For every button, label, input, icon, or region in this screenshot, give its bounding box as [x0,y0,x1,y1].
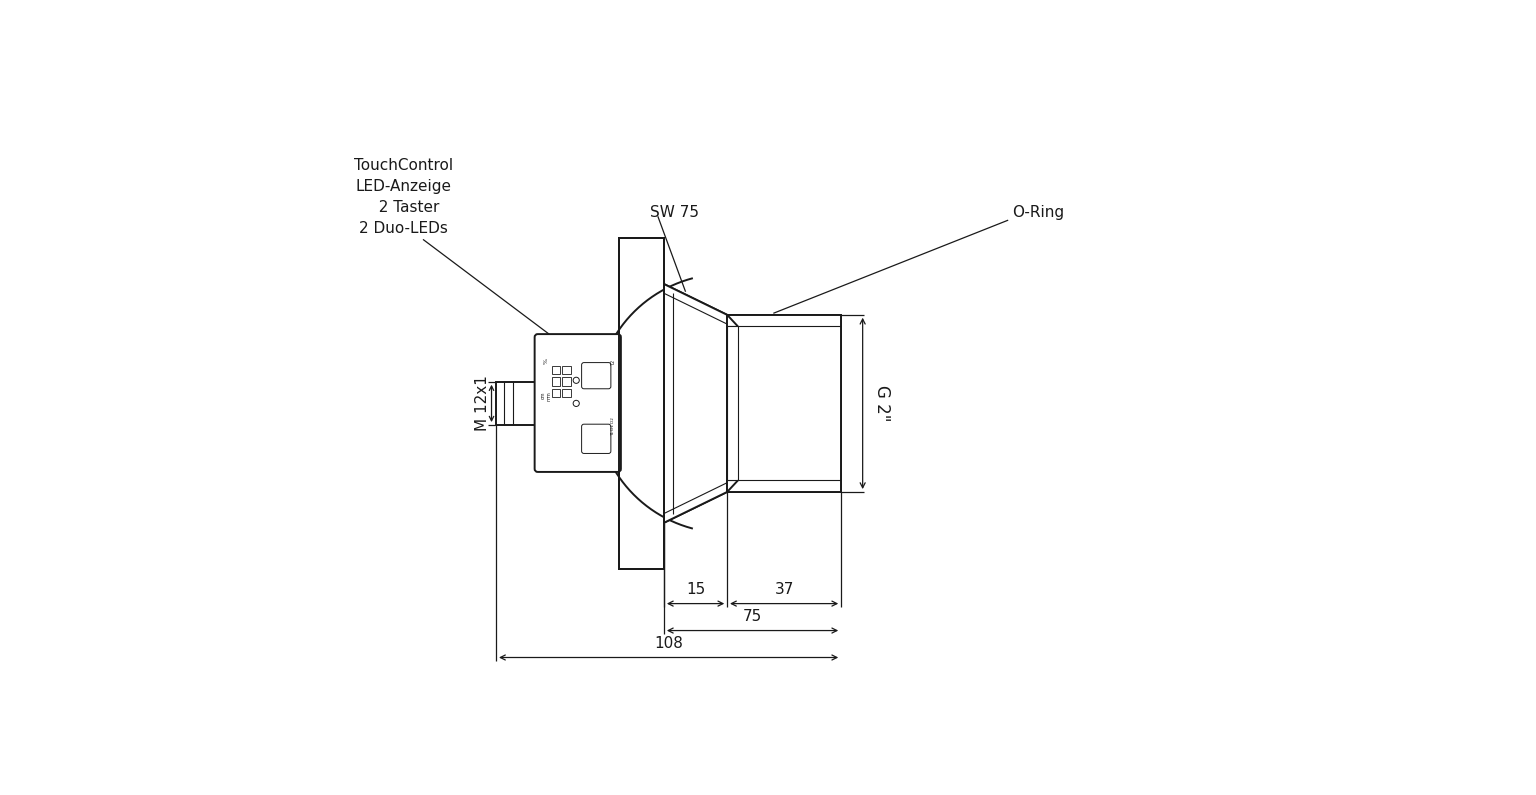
Text: G 2": G 2" [874,385,891,421]
Polygon shape [664,284,727,523]
Text: 108: 108 [654,636,684,651]
FancyBboxPatch shape [582,363,611,389]
Text: 75: 75 [743,610,762,624]
Text: M 12x1: M 12x1 [475,375,490,432]
Bar [562,366,571,374]
Bar [562,377,571,386]
Bar [662,282,848,524]
Text: 37: 37 [774,583,794,597]
FancyBboxPatch shape [535,334,621,472]
Bar [727,315,842,492]
Bar [551,366,561,374]
Text: SW 75: SW 75 [650,205,699,220]
Bar [619,238,664,569]
Text: T2: T2 [611,360,616,366]
Text: %: % [544,358,548,364]
Text: 15: 15 [687,583,705,597]
Text: cm
mm: cm mm [541,391,551,401]
Bar [551,389,561,398]
Polygon shape [664,284,727,523]
Bar [727,327,737,480]
Bar [727,315,842,492]
Text: O-Ring: O-Ring [1012,205,1064,220]
Text: TouchControl
LED-Anzeige
  2 Taster
2 Duo-LEDs: TouchControl LED-Anzeige 2 Taster 2 Duo-… [355,157,453,235]
Bar [727,327,737,480]
FancyBboxPatch shape [582,425,611,453]
Bar [496,382,536,425]
Bar [551,377,561,386]
Bar [619,238,664,569]
Bar [562,389,571,398]
Text: T1 D1 D2: T1 D1 D2 [611,417,616,436]
